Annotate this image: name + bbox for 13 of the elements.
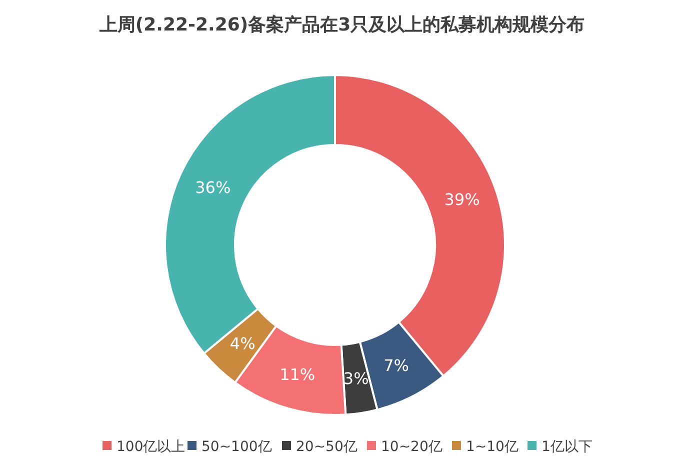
legend-label: 50~100亿 — [202, 438, 272, 455]
data-label: 39% — [444, 190, 480, 209]
data-label: 36% — [195, 178, 231, 198]
data-label: 4% — [230, 334, 256, 354]
legend-label: 100亿以上 — [116, 438, 186, 455]
legend-label: 1亿以下 — [542, 438, 592, 455]
data-label: 7% — [384, 356, 409, 375]
legend-label: 20~50亿 — [296, 438, 358, 455]
legend-label: 1~10亿 — [466, 438, 518, 455]
data-label: 3% — [343, 368, 369, 388]
chart-title: 上周(2.22-2.26)备案产品在3只及以上的私募机构规模分布 — [98, 14, 585, 36]
data-label: 11% — [280, 365, 316, 384]
legend-label: 10~20亿 — [381, 438, 442, 455]
